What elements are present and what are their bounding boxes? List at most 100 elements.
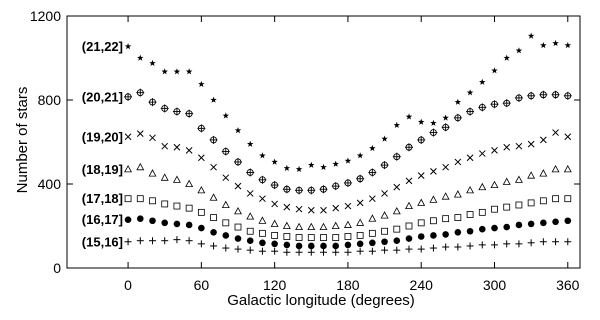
point-circle-plus bbox=[441, 123, 450, 132]
point-star bbox=[393, 121, 401, 128]
point-plus bbox=[491, 241, 498, 249]
point-star bbox=[185, 68, 193, 75]
point-plus bbox=[417, 245, 425, 253]
point-circle-plus bbox=[282, 185, 291, 194]
point-circle-plus bbox=[453, 113, 462, 122]
point-circle-filled bbox=[466, 227, 474, 235]
point-square-open bbox=[368, 229, 376, 237]
point-square-open bbox=[149, 197, 156, 205]
point-plus bbox=[503, 240, 511, 248]
point-triangle-open bbox=[172, 175, 181, 183]
point-circle-plus bbox=[539, 90, 548, 99]
point-circle-plus bbox=[527, 91, 536, 100]
point-plus bbox=[161, 237, 169, 245]
point-triangle-open bbox=[270, 219, 279, 227]
point-circle-filled bbox=[405, 235, 413, 242]
point-square-open bbox=[491, 205, 498, 213]
point-star bbox=[332, 160, 339, 167]
point-triangle-open bbox=[160, 173, 169, 181]
data-marks bbox=[124, 32, 572, 256]
point-circle-filled bbox=[430, 232, 437, 239]
point-x bbox=[173, 143, 181, 151]
point-x bbox=[417, 172, 425, 179]
point-x bbox=[552, 129, 559, 136]
series-labels: (21,22] (20,21] (19,20] (18,19] (17,18] (16,1… bbox=[82, 39, 123, 249]
point-circle-filled bbox=[344, 241, 352, 249]
point-x bbox=[356, 199, 364, 207]
x-tick-label: 120 bbox=[263, 277, 287, 293]
point-star bbox=[295, 165, 303, 173]
point-circle-plus bbox=[124, 92, 133, 101]
point-circle-plus bbox=[551, 90, 560, 99]
point-circle-filled bbox=[283, 241, 291, 249]
point-plus bbox=[332, 248, 340, 256]
point-circle-plus bbox=[356, 174, 365, 183]
point-x bbox=[515, 142, 523, 150]
point-circle-plus bbox=[466, 107, 475, 116]
point-star bbox=[271, 158, 278, 165]
point-plus bbox=[429, 244, 437, 252]
point-square-open bbox=[454, 214, 462, 222]
point-circle-plus bbox=[209, 135, 218, 144]
point-circle-filled bbox=[393, 237, 401, 244]
point-square-open bbox=[283, 233, 291, 240]
point-circle-plus bbox=[319, 185, 328, 194]
point-x bbox=[369, 195, 376, 203]
point-circle-plus bbox=[258, 175, 267, 184]
point-triangle-open bbox=[368, 214, 377, 222]
point-triangle-open bbox=[563, 164, 572, 173]
point-plus bbox=[295, 248, 303, 256]
point-star bbox=[442, 114, 449, 121]
point-square-open bbox=[466, 211, 474, 218]
point-circle-filled bbox=[515, 221, 523, 229]
point-star bbox=[210, 96, 217, 103]
y-axis-ticks: 0 400 800 1200 bbox=[30, 8, 580, 276]
x-tick-label: 180 bbox=[336, 277, 360, 293]
point-triangle-open bbox=[405, 201, 413, 210]
point-circle-plus bbox=[270, 181, 279, 190]
point-circle-plus bbox=[185, 109, 194, 118]
point-plus bbox=[405, 245, 413, 253]
point-square-open bbox=[210, 214, 217, 222]
point-circle-filled bbox=[454, 229, 462, 236]
point-square-open bbox=[552, 195, 559, 203]
point-triangle-open bbox=[307, 222, 316, 231]
point-star bbox=[320, 163, 327, 170]
point-triangle-open bbox=[234, 206, 242, 215]
point-plus bbox=[136, 237, 144, 245]
point-star bbox=[234, 127, 242, 134]
point-x bbox=[136, 130, 144, 137]
point-star bbox=[198, 80, 205, 87]
point-circle-plus bbox=[490, 100, 499, 109]
point-star bbox=[430, 119, 437, 126]
x-axis-ticks: 0 60 120 180 240 300 360 bbox=[124, 16, 580, 293]
point-x bbox=[491, 147, 498, 154]
point-x bbox=[466, 154, 474, 162]
point-triangle-open bbox=[258, 216, 267, 224]
point-triangle-open bbox=[331, 221, 340, 230]
point-triangle-open bbox=[551, 164, 560, 173]
point-square-open bbox=[307, 234, 315, 241]
point-circle-filled bbox=[503, 223, 511, 231]
point-circle-plus bbox=[331, 182, 340, 191]
point-circle-plus bbox=[502, 99, 511, 108]
point-circle-plus bbox=[417, 135, 426, 144]
point-plus bbox=[307, 248, 315, 256]
x-tick-label: 60 bbox=[194, 277, 210, 293]
point-triangle-open bbox=[478, 182, 487, 191]
point-plus bbox=[124, 238, 132, 246]
point-x bbox=[564, 133, 572, 141]
point-square-open bbox=[527, 199, 535, 207]
point-x bbox=[320, 206, 327, 214]
point-circle-filled bbox=[491, 224, 498, 232]
point-circle-filled bbox=[161, 219, 169, 227]
point-circle-filled bbox=[527, 220, 535, 228]
point-square-open bbox=[539, 197, 547, 205]
point-circle-plus bbox=[392, 152, 401, 161]
point-square-open bbox=[344, 233, 352, 240]
point-star bbox=[381, 135, 388, 142]
point-plus bbox=[454, 243, 462, 251]
point-x bbox=[210, 163, 217, 171]
series-label: (21,22] bbox=[82, 39, 123, 54]
point-triangle-open bbox=[197, 185, 206, 194]
